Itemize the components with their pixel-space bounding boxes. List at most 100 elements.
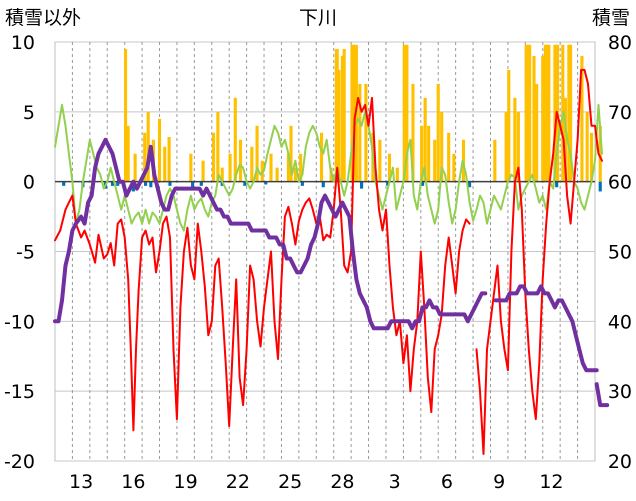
precipitation-bar-3 bbox=[143, 132, 147, 182]
precipitation-bar-31 bbox=[340, 55, 344, 182]
left-tick-label-6: -20 bbox=[4, 451, 35, 473]
precipitation-bar-17 bbox=[250, 146, 254, 182]
x-tick-label-7: 6 bbox=[441, 471, 453, 493]
snow-change-bar-14 bbox=[300, 181, 304, 186]
left-tick-label-4: -10 bbox=[4, 311, 35, 333]
left-tick-label-2: 0 bbox=[23, 172, 35, 194]
precipitation-bar-16 bbox=[238, 139, 243, 182]
precipitation-bar-39 bbox=[378, 139, 382, 182]
snow-change-bar-3 bbox=[110, 181, 115, 186]
right-tick-label-5: 30 bbox=[608, 381, 632, 403]
precipitation-bar-66 bbox=[545, 44, 549, 182]
precipitation-bar-42 bbox=[402, 44, 406, 182]
left-axis-tick-labels: 10 5 0 -5 -10 -15 -20 bbox=[4, 32, 35, 473]
precipitation-bar-18 bbox=[255, 125, 259, 182]
x-tick-label-6: 3 bbox=[389, 471, 401, 493]
precipitation-bar-12 bbox=[216, 111, 220, 182]
x-tick-label-8: 9 bbox=[493, 471, 505, 493]
snow-change-bar-9 bbox=[191, 181, 195, 188]
precipitation-bar-45 bbox=[420, 125, 424, 182]
snow-depth-line-3 bbox=[53, 137, 488, 331]
precipitation-bar-29 bbox=[335, 48, 339, 182]
x-tick-label-2: 19 bbox=[174, 471, 198, 493]
precipitation-bar-30 bbox=[337, 69, 341, 182]
precipitation-bar-10 bbox=[201, 160, 205, 182]
precipitation-bar-59 bbox=[524, 44, 528, 182]
precipitation-bar-63 bbox=[535, 83, 539, 182]
precipitation-bar-46 bbox=[423, 97, 427, 182]
precipitation-bar-25 bbox=[299, 153, 303, 182]
precipitation-bar-67 bbox=[547, 44, 551, 182]
x-tick-label-3: 22 bbox=[226, 471, 250, 493]
precipitation-bar-21 bbox=[275, 167, 279, 182]
snow-depth-line-5 bbox=[594, 382, 610, 408]
x-tick-label-0: 13 bbox=[69, 471, 93, 493]
precipitation-bar-32 bbox=[342, 48, 346, 182]
precipitation-bar-61 bbox=[528, 44, 532, 182]
left-tick-label-3: -5 bbox=[16, 242, 35, 264]
precipitation-bar-47 bbox=[427, 125, 431, 182]
precipitation-bar-22 bbox=[286, 153, 290, 182]
precipitation-bar-34 bbox=[352, 44, 356, 182]
precipitation-bar-4 bbox=[146, 111, 150, 182]
precipitation-bar-56 bbox=[507, 69, 511, 182]
series-lines bbox=[53, 68, 610, 455]
precipitation-bar-57 bbox=[513, 97, 517, 182]
precipitation-bar-75 bbox=[580, 55, 584, 182]
temperature-line-1 bbox=[475, 68, 603, 455]
snow-change-bar-8 bbox=[168, 181, 172, 186]
snow-change-bar-13 bbox=[264, 181, 268, 185]
precipitation-bar-13 bbox=[220, 167, 224, 182]
snow-change-bar-10 bbox=[199, 181, 203, 186]
right-axis-label: 積雪 bbox=[592, 7, 630, 29]
precipitation-bar-73 bbox=[567, 44, 571, 182]
snow-change-bar-12 bbox=[243, 181, 247, 186]
snow-change-bar-16 bbox=[360, 181, 364, 189]
precipitation-bar-58 bbox=[516, 111, 520, 182]
precipitation-bar-48 bbox=[433, 139, 437, 182]
sunshine-line-2 bbox=[54, 103, 603, 232]
precipitation-bar-14 bbox=[228, 153, 232, 182]
x-tick-label-4: 25 bbox=[278, 471, 302, 493]
right-tick-label-4: 40 bbox=[608, 311, 632, 333]
x-tick-label-5: 28 bbox=[330, 471, 354, 493]
precipitation-bar-51 bbox=[447, 132, 451, 182]
snow-change-bar-7 bbox=[149, 181, 153, 188]
precipitation-bar-20 bbox=[269, 153, 273, 182]
snow-change-bar-18 bbox=[420, 181, 425, 186]
x-tick-label-1: 16 bbox=[121, 471, 145, 493]
snow-change-bar-4 bbox=[116, 181, 120, 186]
vertical-gridlines bbox=[71, 42, 579, 461]
right-tick-label-0: 80 bbox=[608, 32, 632, 54]
snow-depth-line-4 bbox=[493, 284, 599, 373]
snow-change-bar-17 bbox=[386, 181, 390, 186]
precipitation-bar-60 bbox=[526, 44, 530, 182]
precipitation-bar-33 bbox=[350, 44, 354, 182]
x-axis-tick-labels: 13 16 19 22 25 28 3 6 9 12 bbox=[69, 471, 564, 493]
right-tick-label-3: 50 bbox=[608, 242, 632, 264]
x-tick-label-9: 12 bbox=[539, 471, 563, 493]
snow-change-bar-21 bbox=[598, 181, 602, 192]
precipitation-bar-50 bbox=[440, 111, 444, 182]
precipitation-bar-15 bbox=[233, 97, 237, 182]
precipitation-bar-41 bbox=[395, 167, 399, 182]
precipitation-bar-65 bbox=[543, 44, 547, 182]
precipitation-bar-1 bbox=[126, 125, 130, 182]
precipitation-bar-11 bbox=[211, 132, 216, 182]
precipitation-bar-64 bbox=[541, 55, 545, 182]
precipitation-bar-72 bbox=[563, 97, 567, 182]
right-axis-tick-labels: 80 70 60 50 40 30 20 bbox=[608, 32, 632, 473]
precipitation-bar-52 bbox=[452, 153, 456, 182]
snow-change-bar-19 bbox=[468, 181, 472, 188]
precipitation-bar-40 bbox=[387, 153, 392, 182]
snow-change-bar-20 bbox=[555, 181, 559, 188]
left-tick-label-5: -15 bbox=[4, 381, 35, 403]
right-tick-label-1: 70 bbox=[608, 102, 632, 124]
precipitation-bar-23 bbox=[289, 125, 293, 182]
precipitation-bar-74 bbox=[569, 44, 573, 182]
precipitation-bar-62 bbox=[532, 55, 536, 182]
precipitation-bar-54 bbox=[493, 139, 497, 182]
precipitation-bar-8 bbox=[167, 136, 171, 182]
